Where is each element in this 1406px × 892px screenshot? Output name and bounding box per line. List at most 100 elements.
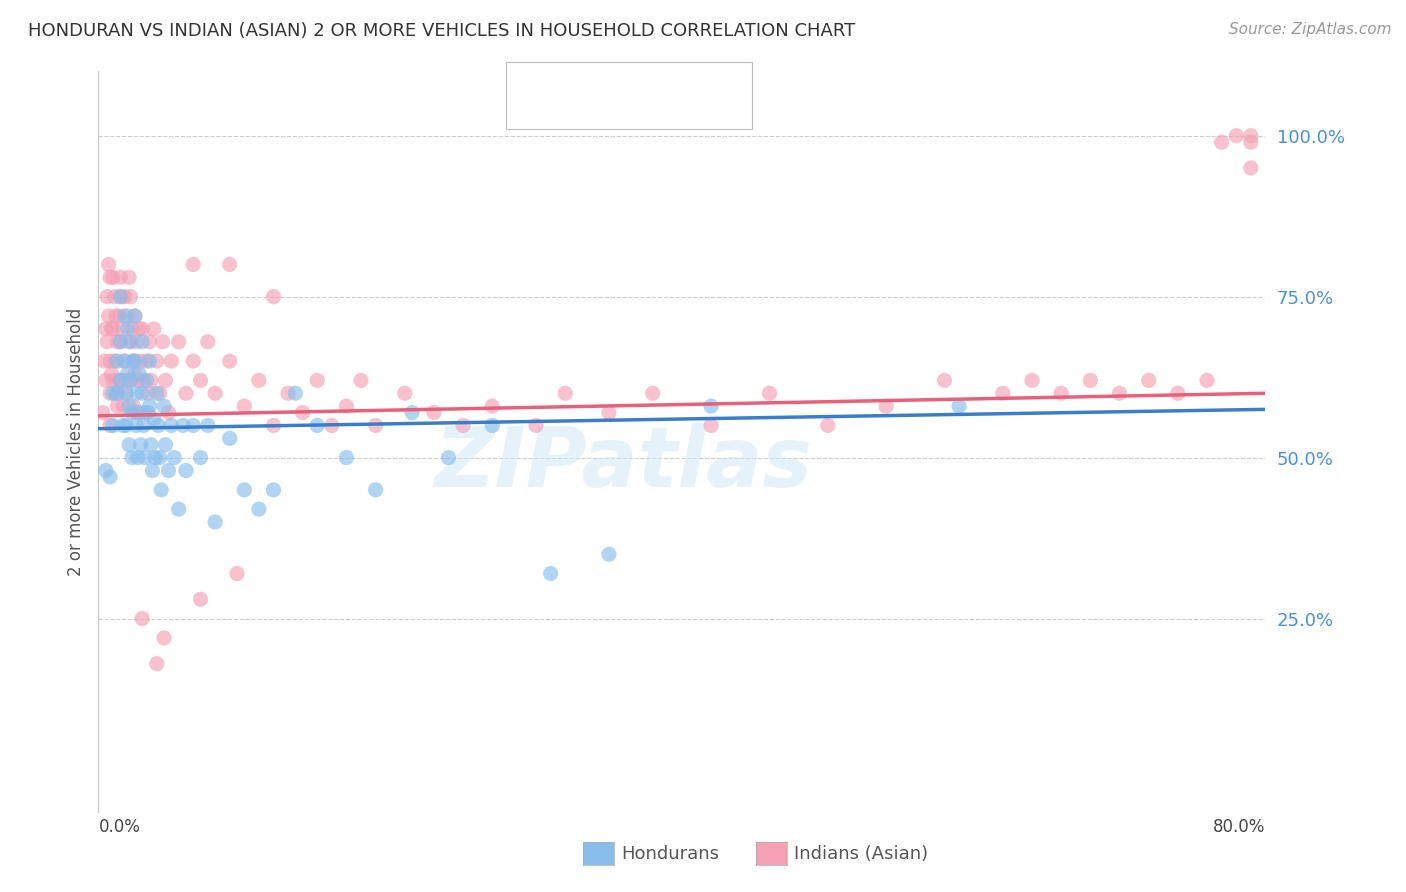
Point bbox=[115, 418, 138, 433]
Point bbox=[100, 322, 122, 336]
Point bbox=[115, 386, 138, 401]
Text: Indians (Asian): Indians (Asian) bbox=[794, 845, 928, 863]
Point bbox=[321, 418, 343, 433]
Point bbox=[103, 290, 125, 304]
Point bbox=[127, 373, 149, 387]
Point bbox=[128, 406, 150, 420]
Point bbox=[157, 406, 180, 420]
Point bbox=[128, 322, 150, 336]
Point bbox=[121, 450, 143, 465]
Point bbox=[247, 373, 270, 387]
Point bbox=[139, 438, 162, 452]
Point bbox=[110, 334, 132, 349]
Point bbox=[190, 592, 212, 607]
Point bbox=[875, 399, 897, 413]
Point bbox=[120, 334, 142, 349]
Point bbox=[129, 438, 152, 452]
Text: N =: N = bbox=[655, 72, 699, 92]
Point bbox=[307, 418, 329, 433]
Point bbox=[138, 399, 160, 413]
Point bbox=[146, 386, 169, 401]
Point bbox=[94, 373, 117, 387]
Point bbox=[364, 483, 387, 497]
Point bbox=[155, 373, 177, 387]
Point bbox=[103, 354, 125, 368]
Point bbox=[98, 354, 121, 368]
Point bbox=[100, 367, 122, 381]
Point bbox=[172, 418, 194, 433]
Point bbox=[1167, 386, 1189, 401]
Text: R =: R = bbox=[560, 72, 602, 92]
Point bbox=[122, 354, 145, 368]
Point bbox=[125, 406, 148, 420]
Point bbox=[124, 309, 146, 323]
Point bbox=[98, 470, 121, 484]
Point bbox=[291, 406, 314, 420]
Point bbox=[277, 386, 299, 401]
Point bbox=[190, 373, 212, 387]
Point bbox=[181, 258, 204, 272]
Point bbox=[142, 322, 165, 336]
Point bbox=[1080, 373, 1102, 387]
Point bbox=[401, 406, 423, 420]
Point bbox=[128, 367, 150, 381]
Point bbox=[97, 258, 120, 272]
Point bbox=[149, 386, 172, 401]
Point bbox=[98, 386, 121, 401]
Point bbox=[700, 418, 723, 433]
Point bbox=[540, 566, 562, 581]
Point bbox=[1211, 135, 1233, 149]
Point bbox=[160, 354, 183, 368]
Text: 80.0%: 80.0% bbox=[1213, 818, 1265, 836]
Y-axis label: 2 or more Vehicles in Household: 2 or more Vehicles in Household bbox=[66, 308, 84, 575]
Point bbox=[181, 354, 204, 368]
Point bbox=[1021, 373, 1043, 387]
Point bbox=[117, 322, 139, 336]
Point bbox=[437, 450, 460, 465]
Point bbox=[98, 418, 121, 433]
Point bbox=[163, 450, 186, 465]
Point bbox=[197, 334, 219, 349]
Point bbox=[335, 450, 357, 465]
Point bbox=[641, 386, 664, 401]
Point bbox=[307, 373, 329, 387]
Point bbox=[117, 367, 139, 381]
Point bbox=[204, 386, 226, 401]
Point bbox=[96, 290, 118, 304]
Point bbox=[134, 450, 156, 465]
Point bbox=[111, 373, 134, 387]
Point bbox=[131, 334, 153, 349]
Point bbox=[1240, 135, 1263, 149]
Point bbox=[1050, 386, 1073, 401]
Point bbox=[105, 354, 128, 368]
Text: 0.0%: 0.0% bbox=[98, 818, 141, 836]
Point bbox=[124, 367, 146, 381]
Point bbox=[364, 418, 387, 433]
Point bbox=[127, 450, 149, 465]
Point bbox=[218, 354, 240, 368]
Point bbox=[554, 386, 576, 401]
Point bbox=[110, 373, 132, 387]
Point bbox=[481, 418, 503, 433]
Point bbox=[96, 334, 118, 349]
Text: 74: 74 bbox=[690, 72, 717, 92]
Text: R =: R = bbox=[560, 101, 602, 120]
Point bbox=[948, 399, 970, 413]
Point bbox=[132, 418, 155, 433]
Point bbox=[124, 309, 146, 323]
Point bbox=[101, 386, 124, 401]
Point bbox=[135, 354, 157, 368]
Point bbox=[105, 386, 128, 401]
Point bbox=[153, 631, 176, 645]
Point bbox=[181, 418, 204, 433]
Point bbox=[125, 418, 148, 433]
Point bbox=[101, 270, 124, 285]
Point bbox=[118, 270, 141, 285]
Point bbox=[174, 386, 197, 401]
Point bbox=[155, 438, 177, 452]
Point bbox=[117, 373, 139, 387]
Point bbox=[97, 309, 120, 323]
Point bbox=[134, 406, 156, 420]
Point bbox=[233, 483, 256, 497]
Text: ZIPatlas: ZIPatlas bbox=[434, 423, 813, 504]
